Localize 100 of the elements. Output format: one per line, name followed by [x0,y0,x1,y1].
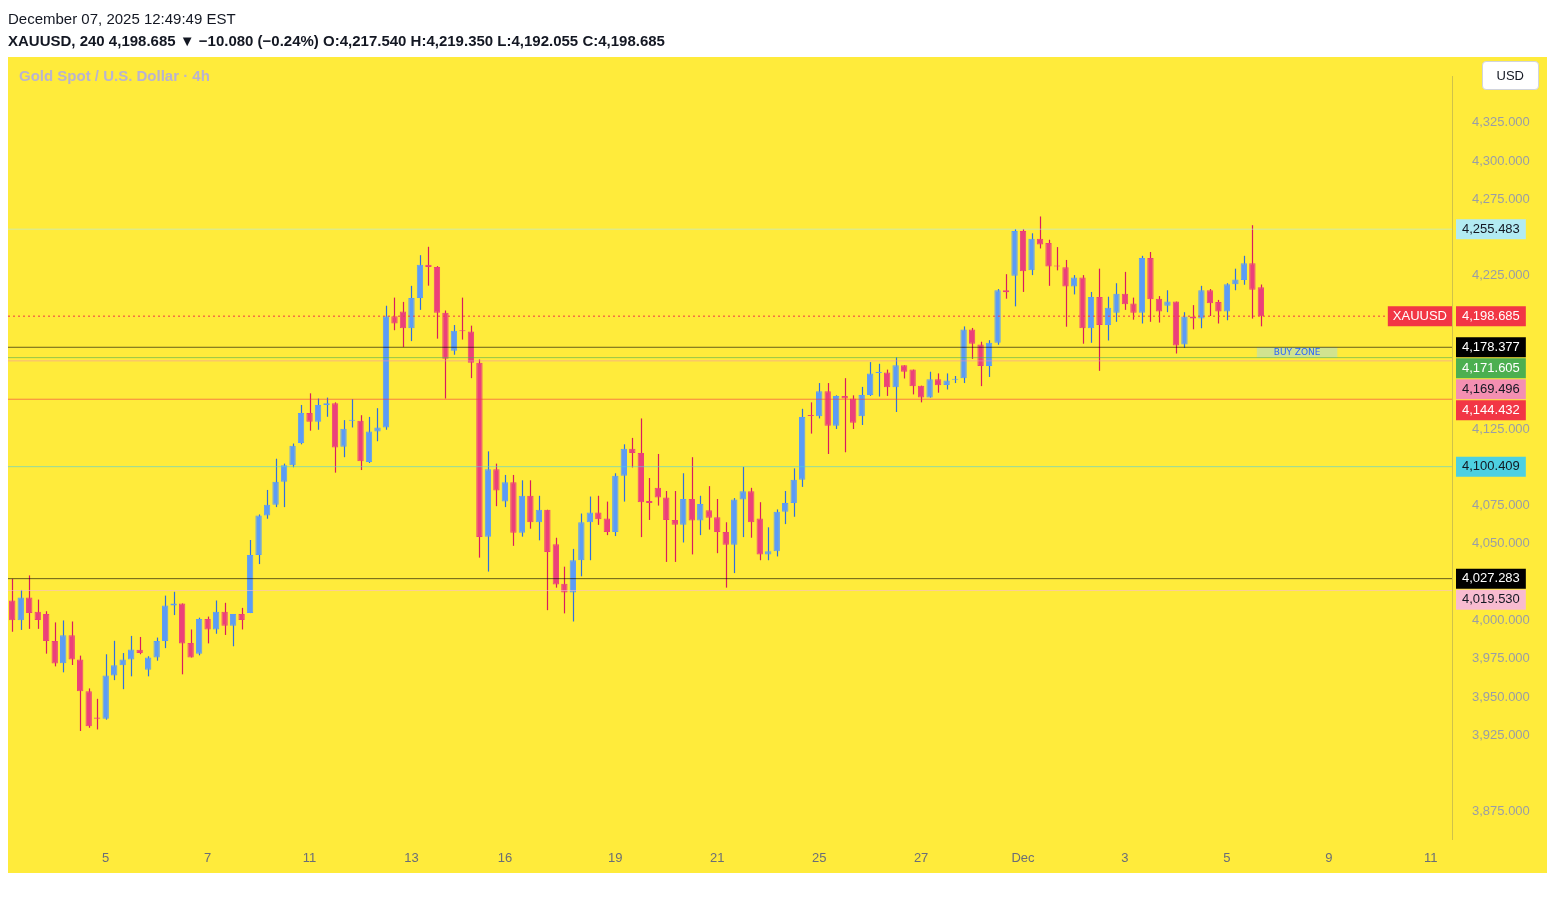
candlestick [493,463,500,507]
candlestick [909,368,916,395]
candlestick [1113,282,1120,323]
candlestick [629,437,636,469]
x-tick-label: 21 [710,849,725,865]
candlestick [1240,255,1248,286]
x-tick-label: 16 [497,849,513,865]
x-tick-label: 3 [1121,849,1129,865]
candlestick [892,356,899,413]
candlestick [866,361,874,397]
x-tick-label: 13 [404,849,419,865]
x-tick-label: 11 [1424,849,1438,865]
candlestick [374,407,381,442]
candlestick [1070,274,1078,295]
candlestick [289,442,296,468]
candlestick [663,490,670,563]
y-tick-label: 4,000.000 [1472,612,1530,627]
text: USD [1481,61,1539,90]
candlestick [306,392,313,432]
candlestick [221,602,228,636]
y-tick-label: 4,275.000 [1472,190,1530,206]
candlestick [968,327,976,360]
x-tick-label: 7 [203,849,212,865]
chart-title: XAUUSD, 240 4,198.685 ▼ −10.080 (−0.24%) O:4,217.540 H:4,219.350 L:4,192.055 C:4,198.685 [8,31,666,51]
candlestick [119,652,126,690]
x-tick-label: Dec [1011,849,1036,865]
candlestick [340,419,347,458]
candlestick [705,485,712,531]
candlestick [883,368,891,397]
candlestick [671,490,678,563]
candlestick [110,640,118,681]
candlestick [153,636,160,662]
candlestick [314,397,322,431]
candlestick [680,472,687,544]
y-tick-label: 3,875.000 [1472,803,1530,819]
ref-line-label: 4,178.377 [1462,338,1520,354]
candlestick [263,489,271,520]
candlestick [1232,268,1239,291]
candlestick [1130,297,1137,321]
candlestick [144,655,152,677]
candlestick [1045,239,1052,287]
candlestick [858,386,865,426]
ref-line-label: 4,255.483 [1462,220,1520,236]
ref-line-label: 4,027.283 [1462,570,1520,586]
candlestick [1155,295,1163,324]
ref-line-label: 4,144.432 [1462,401,1520,417]
candlestick [1206,288,1214,317]
candlestick [595,495,602,526]
candlestick [782,490,789,525]
candlestick [977,341,984,387]
candlestick [1164,289,1171,313]
candlestick [722,521,729,589]
y-tick-label: 3,975.000 [1472,650,1530,666]
candlestick [204,615,211,644]
candlestick [849,394,857,430]
chart-subtitle: Gold Spot / U.S. Dollar · 4h [19,67,210,84]
y-tick-label: 4,325.000 [1472,114,1530,130]
y-tick-label: 4,075.000 [1472,497,1530,513]
candlestick [739,466,746,538]
band-label: BUY ZONE [1273,346,1321,357]
y-tick-label: 4,125.000 [1472,420,1530,436]
candlestick [697,495,704,536]
ref-line-label: 4,169.496 [1462,380,1520,396]
candlestick [229,613,237,647]
y-tick-label: 3,925.000 [1472,726,1530,742]
candlestick [816,382,823,420]
candlestick [603,500,611,536]
candlestick [561,566,568,614]
ref-line-label: 4,198.685 [1462,307,1520,323]
annotation: XAUUSD [1392,307,1448,323]
x-tick-label: 9 [1325,849,1333,865]
candlestick [985,339,993,378]
x-tick-label: 27 [913,849,929,865]
x-tick-label: 5 [102,849,110,865]
candlestick [272,458,279,508]
candlestick [501,474,509,508]
candlestick [714,498,721,554]
candlestick [391,297,398,331]
y-tick-label: 4,225.000 [1472,267,1530,283]
candlestick [790,467,797,518]
y-tick-label: 4,300.000 [1472,152,1530,168]
candlestick [450,324,458,356]
candlestick [1215,299,1222,325]
candlestick [51,621,58,667]
candlestick [238,607,245,631]
y-tick-label: 3,950.000 [1472,688,1530,704]
ref-line-label: 4,100.409 [1462,458,1520,474]
candlestick [280,463,288,508]
candlestick [1062,259,1069,328]
candlestick [68,620,75,666]
candlestick [926,371,933,399]
x-tick-label: 19 [608,849,623,865]
candlestick [688,456,695,556]
candlestick [841,377,848,453]
y-tick-label: 4,050.000 [1472,535,1530,551]
ref-line-label: 4,171.605 [1462,359,1520,375]
ref-line-label: 4,019.530 [1462,591,1520,607]
candlestick [187,628,194,659]
x-tick-label: 25 [811,849,827,865]
text: December 07, 2025 12:49:49 EST [8,10,236,27]
